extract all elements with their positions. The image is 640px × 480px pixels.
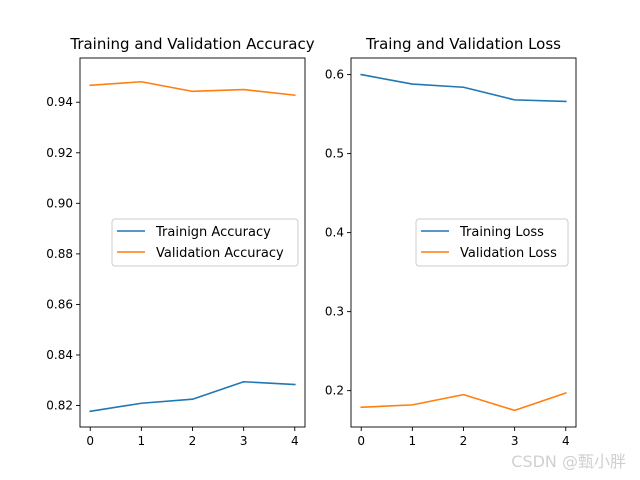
y-tick-label: 0.90 — [46, 196, 73, 210]
y-tick-label: 0.6 — [325, 68, 344, 82]
legend-label-2: Validation Loss — [460, 246, 557, 261]
y-tick-label: 0.92 — [46, 146, 73, 160]
legend-box — [111, 218, 299, 267]
series-line-1 — [360, 73, 567, 103]
x-tick-label: 0 — [86, 434, 94, 448]
legend-label-1: Trainign Accuracy — [155, 225, 271, 240]
y-tick-label: 0.88 — [46, 247, 73, 261]
legend: Trainign Accuracy Validation Accuracy — [111, 218, 299, 267]
x-tick-label: 0 — [357, 434, 365, 448]
legend: Training Loss Validation Loss — [415, 218, 569, 267]
y-tick-label: 0.4 — [325, 226, 344, 240]
y-tick-label: 0.84 — [46, 348, 73, 362]
chart-title: Traing and Validation Loss — [365, 35, 561, 53]
x-tick-label: 4 — [291, 434, 299, 448]
x-tick-label: 1 — [409, 434, 417, 448]
x-tick-label: 2 — [189, 434, 197, 448]
x-tick-label: 3 — [511, 434, 519, 448]
x-tick-label: 1 — [138, 434, 146, 448]
y-tick-label: 0.3 — [325, 305, 344, 319]
y-tick-label: 0.2 — [325, 384, 344, 398]
series-line-1 — [89, 380, 296, 413]
x-tick-label: 2 — [460, 434, 468, 448]
chart-title: Training and Validation Accuracy — [69, 35, 314, 53]
chart-panel-2: Traing and Validation Loss 0 1 2 3 4 0.2 0.3 0.4… — [325, 35, 577, 448]
series-line-2 — [360, 392, 567, 412]
y-tick-label: 0.94 — [46, 95, 73, 109]
legend-box — [415, 218, 569, 267]
y-tick-label: 0.86 — [46, 297, 73, 311]
legend-label-2: Validation Accuracy — [156, 246, 284, 261]
watermark: CSDN @甄小胖 — [511, 452, 626, 471]
x-tick-label: 4 — [562, 434, 570, 448]
series-line-2 — [89, 80, 296, 97]
y-tick-label: 0.5 — [325, 147, 344, 161]
x-tick-label: 3 — [240, 434, 248, 448]
chart-panel-1: Training and Validation Accuracy 0 1 2 3 4 0.8… — [46, 35, 314, 448]
y-tick-label: 0.82 — [46, 399, 73, 413]
legend-label-1: Training Loss — [459, 225, 544, 240]
